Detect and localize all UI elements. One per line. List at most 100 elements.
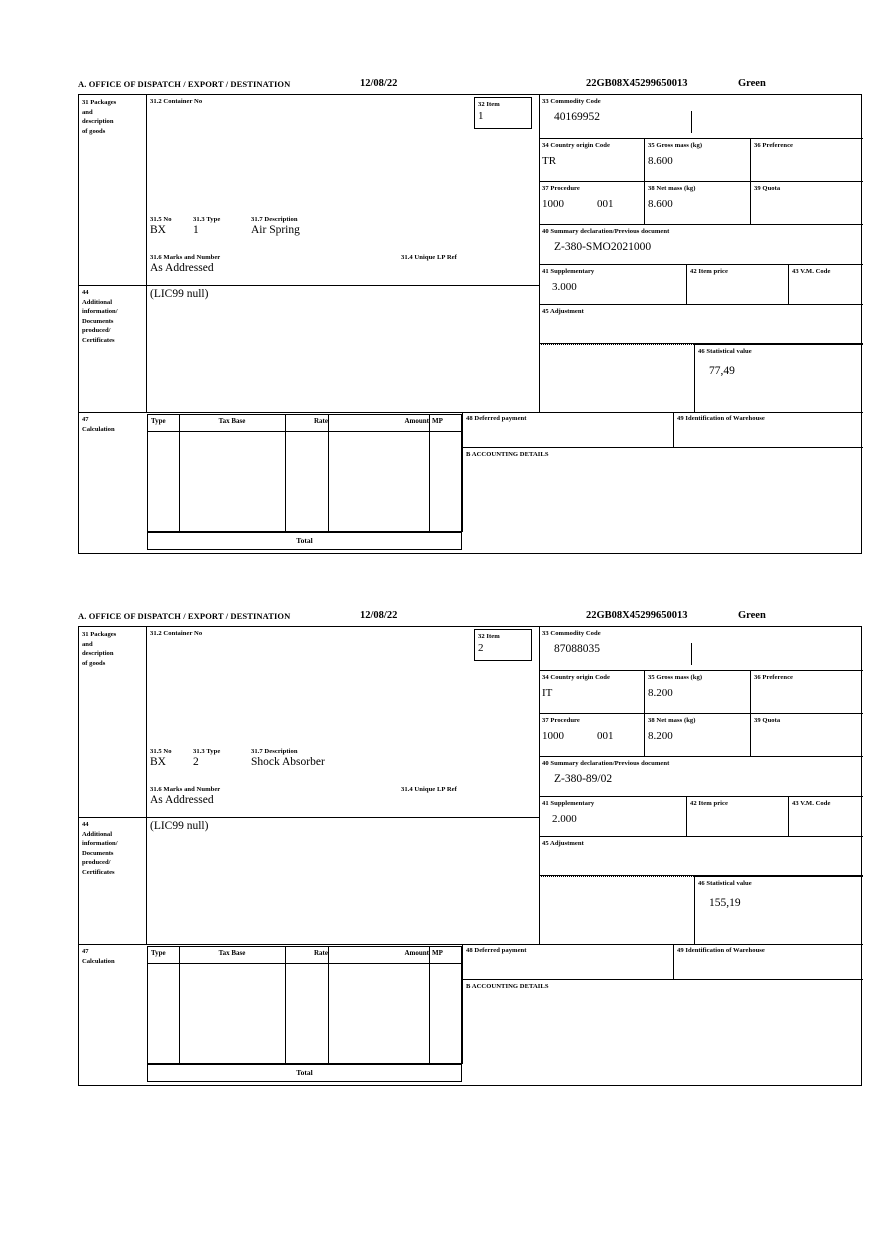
calc-header-amount: Amount <box>404 949 429 957</box>
box43-vm-code[interactable]: 43 V.M. Code <box>789 265 863 305</box>
box31-5-label: 31.5 No <box>150 748 172 755</box>
box42-label: 42 Item price <box>690 268 729 275</box>
box39-quota[interactable]: 39 Quota <box>751 182 863 225</box>
accounting-details[interactable]: B ACCOUNTING DETAILS <box>462 448 863 532</box>
box32-value: 1 <box>478 110 484 123</box>
box32-label: 32 Item <box>478 633 500 640</box>
box37-value-2: 001 <box>597 730 614 742</box>
box35-gross-mass[interactable]: 35 Gross mass (kg) 8.600 <box>645 139 751 182</box>
box39-quota[interactable]: 39 Quota <box>751 714 863 757</box>
box44-additional-info[interactable]: (LIC99 null) <box>147 817 539 944</box>
box33-label: 33 Commodity Code <box>542 630 601 637</box>
box33-commodity-code[interactable]: 33 Commodity Code 40169952 <box>539 95 863 139</box>
box38-label: 38 Net mass (kg) <box>648 717 696 724</box>
calc-header-rule <box>148 431 461 432</box>
box48-label: 48 Deferred payment <box>466 415 527 422</box>
box44-additional-info[interactable]: (LIC99 null) <box>147 285 539 412</box>
box48-deferred-payment[interactable]: 48 Deferred payment <box>462 944 674 980</box>
box44-stub: 44 Additional information/ Documents pro… <box>79 285 147 412</box>
box42-label: 42 Item price <box>690 800 729 807</box>
header-mrn: 22GB08X45299650013 <box>586 610 688 621</box>
box31-goods-row: 31.5 No 31.3 Type 31.7 Description BX 2 … <box>147 745 539 783</box>
header-office-label: A. OFFICE OF DISPATCH / EXPORT / DESTINA… <box>78 611 291 621</box>
box31-6-value: As Addressed <box>150 262 214 274</box>
box43-label: 43 V.M. Code <box>792 268 831 275</box>
box31-2-container-no[interactable]: 31.2 Container No <box>147 627 539 745</box>
box40-previous-document[interactable]: 40 Summary declaration/Previous document… <box>539 225 863 265</box>
box31-7-label: 31.7 Description <box>251 216 298 223</box>
box42-item-price[interactable]: 42 Item price <box>687 265 789 305</box>
box33-value: 87088035 <box>554 643 600 655</box>
box34-value: TR <box>542 155 557 167</box>
box35-value: 8.200 <box>648 687 673 699</box>
box33-value: 40169952 <box>554 111 600 123</box>
box46-value: 155,19 <box>709 897 741 909</box>
box41-supplementary[interactable]: 41 Supplementary 2.000 <box>539 797 687 837</box>
box31-6-label: 31.6 Marks and Number <box>150 254 221 261</box>
box37-procedure[interactable]: 37 Procedure 1000 001 <box>539 182 645 225</box>
box31-marks-row: 31.6 Marks and Number As Addressed 31.4 … <box>147 251 539 285</box>
box48-deferred-payment[interactable]: 48 Deferred payment <box>462 412 674 448</box>
calc-total-label: Total <box>296 1068 313 1077</box>
box36-preference[interactable]: 36 Preference <box>751 671 863 714</box>
box40-previous-document[interactable]: 40 Summary declaration/Previous document… <box>539 757 863 797</box>
box31-marks-row: 31.6 Marks and Number As Addressed 31.4 … <box>147 783 539 817</box>
box41-label: 41 Supplementary <box>542 268 595 275</box>
calc-total-bar: Total <box>147 1064 462 1082</box>
right-column-divider <box>539 95 540 412</box>
box38-net-mass[interactable]: 38 Net mass (kg) 8.200 <box>645 714 751 757</box>
box37-procedure[interactable]: 37 Procedure 1000 001 <box>539 714 645 757</box>
box41-label: 41 Supplementary <box>542 800 595 807</box>
box31-7-value: Shock Absorber <box>251 756 325 768</box>
box34-country-origin[interactable]: 34 Country origin Code IT <box>539 671 645 714</box>
box43-vm-code[interactable]: 43 V.M. Code <box>789 797 863 837</box>
box38-net-mass[interactable]: 38 Net mass (kg) 8.600 <box>645 182 751 225</box>
box42-item-price[interactable]: 42 Item price <box>687 797 789 837</box>
box35-gross-mass[interactable]: 35 Gross mass (kg) 8.200 <box>645 671 751 714</box>
box31-5-label: 31.5 No <box>150 216 172 223</box>
box44-stub-label: 44 Additional information/ Documents pro… <box>82 821 118 876</box>
calc-header-mp: MP <box>432 417 443 425</box>
box39-label: 39 Quota <box>754 185 781 192</box>
box34-country-origin[interactable]: 34 Country origin Code TR <box>539 139 645 182</box>
box46-statistical-value[interactable]: 46 Statistical value 155,19 <box>694 876 863 944</box>
box37-value-2: 001 <box>597 198 614 210</box>
header-date: 12/08/22 <box>360 610 398 621</box>
calc-header-rate: Rate <box>314 949 328 957</box>
box46-left-blank <box>539 344 694 412</box>
box33-divider-tick <box>691 111 692 133</box>
accounting-details[interactable]: B ACCOUNTING DETAILS <box>462 980 863 1064</box>
calc-total-label: Total <box>296 536 313 545</box>
box31-6-label: 31.6 Marks and Number <box>150 786 221 793</box>
box45-label: 45 Adjustment <box>542 840 584 847</box>
box47-stub-label: 47 Calculation <box>82 416 115 433</box>
box40-label: 40 Summary declaration/Previous document <box>542 228 670 235</box>
box31-4-label: 31.4 Unique LP Ref <box>401 254 457 261</box>
box31-3-label: 31.3 Type <box>193 216 221 223</box>
calc-header-tax-base: Tax Base <box>218 949 246 957</box>
box45-adjustment[interactable]: 45 Adjustment <box>539 305 863 344</box>
box49-warehouse-id[interactable]: 49 Identification of Warehouse <box>674 944 863 980</box>
box33-label: 33 Commodity Code <box>542 98 601 105</box>
box41-supplementary[interactable]: 41 Supplementary 3.000 <box>539 265 687 305</box>
box34-label: 34 Country origin Code <box>542 674 610 681</box>
box31-2-container-no[interactable]: 31.2 Container No <box>147 95 539 213</box>
calc-header-rule <box>148 963 461 964</box>
box46-statistical-value[interactable]: 46 Statistical value 77,49 <box>694 344 863 412</box>
box45-adjustment[interactable]: 45 Adjustment <box>539 837 863 876</box>
box49-warehouse-id[interactable]: 49 Identification of Warehouse <box>674 412 863 448</box>
box38-value: 8.200 <box>648 730 673 742</box>
box31-3-value: 1 <box>193 224 199 236</box>
box36-preference[interactable]: 36 Preference <box>751 139 863 182</box>
header-mrn: 22GB08X45299650013 <box>586 78 688 89</box>
box33-commodity-code[interactable]: 33 Commodity Code 87088035 <box>539 627 863 671</box>
calc-header-tax-base: Tax Base <box>218 417 246 425</box>
calc-col-divider-3 <box>328 947 329 1063</box>
header-lane: Green <box>738 78 766 89</box>
box37-label: 37 Procedure <box>542 717 580 724</box>
box35-value: 8.600 <box>648 155 673 167</box>
box46-left-blank <box>539 876 694 944</box>
calc-header-type: Type <box>151 417 166 425</box>
sad-form-item-1: A. OFFICE OF DISPATCH / EXPORT / DESTINA… <box>78 78 863 554</box>
